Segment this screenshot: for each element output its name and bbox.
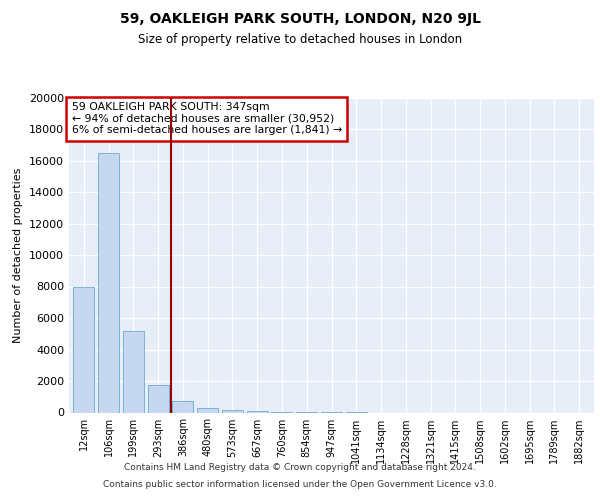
Bar [172, 402, 193, 412]
Bar [73, 286, 94, 412]
Bar [98, 152, 119, 412]
Bar [148, 385, 169, 412]
Text: Contains public sector information licensed under the Open Government Licence v3: Contains public sector information licen… [103, 480, 497, 489]
Text: 59, OAKLEIGH PARK SOUTH, LONDON, N20 9JL: 59, OAKLEIGH PARK SOUTH, LONDON, N20 9JL [119, 12, 481, 26]
Bar [123, 330, 144, 412]
Bar [222, 410, 243, 412]
Text: Size of property relative to detached houses in London: Size of property relative to detached ho… [138, 32, 462, 46]
Y-axis label: Number of detached properties: Number of detached properties [13, 168, 23, 342]
Bar [247, 411, 268, 412]
Bar [197, 408, 218, 412]
Text: 59 OAKLEIGH PARK SOUTH: 347sqm
← 94% of detached houses are smaller (30,952)
6% : 59 OAKLEIGH PARK SOUTH: 347sqm ← 94% of … [71, 102, 342, 136]
Text: Contains HM Land Registry data © Crown copyright and database right 2024.: Contains HM Land Registry data © Crown c… [124, 464, 476, 472]
